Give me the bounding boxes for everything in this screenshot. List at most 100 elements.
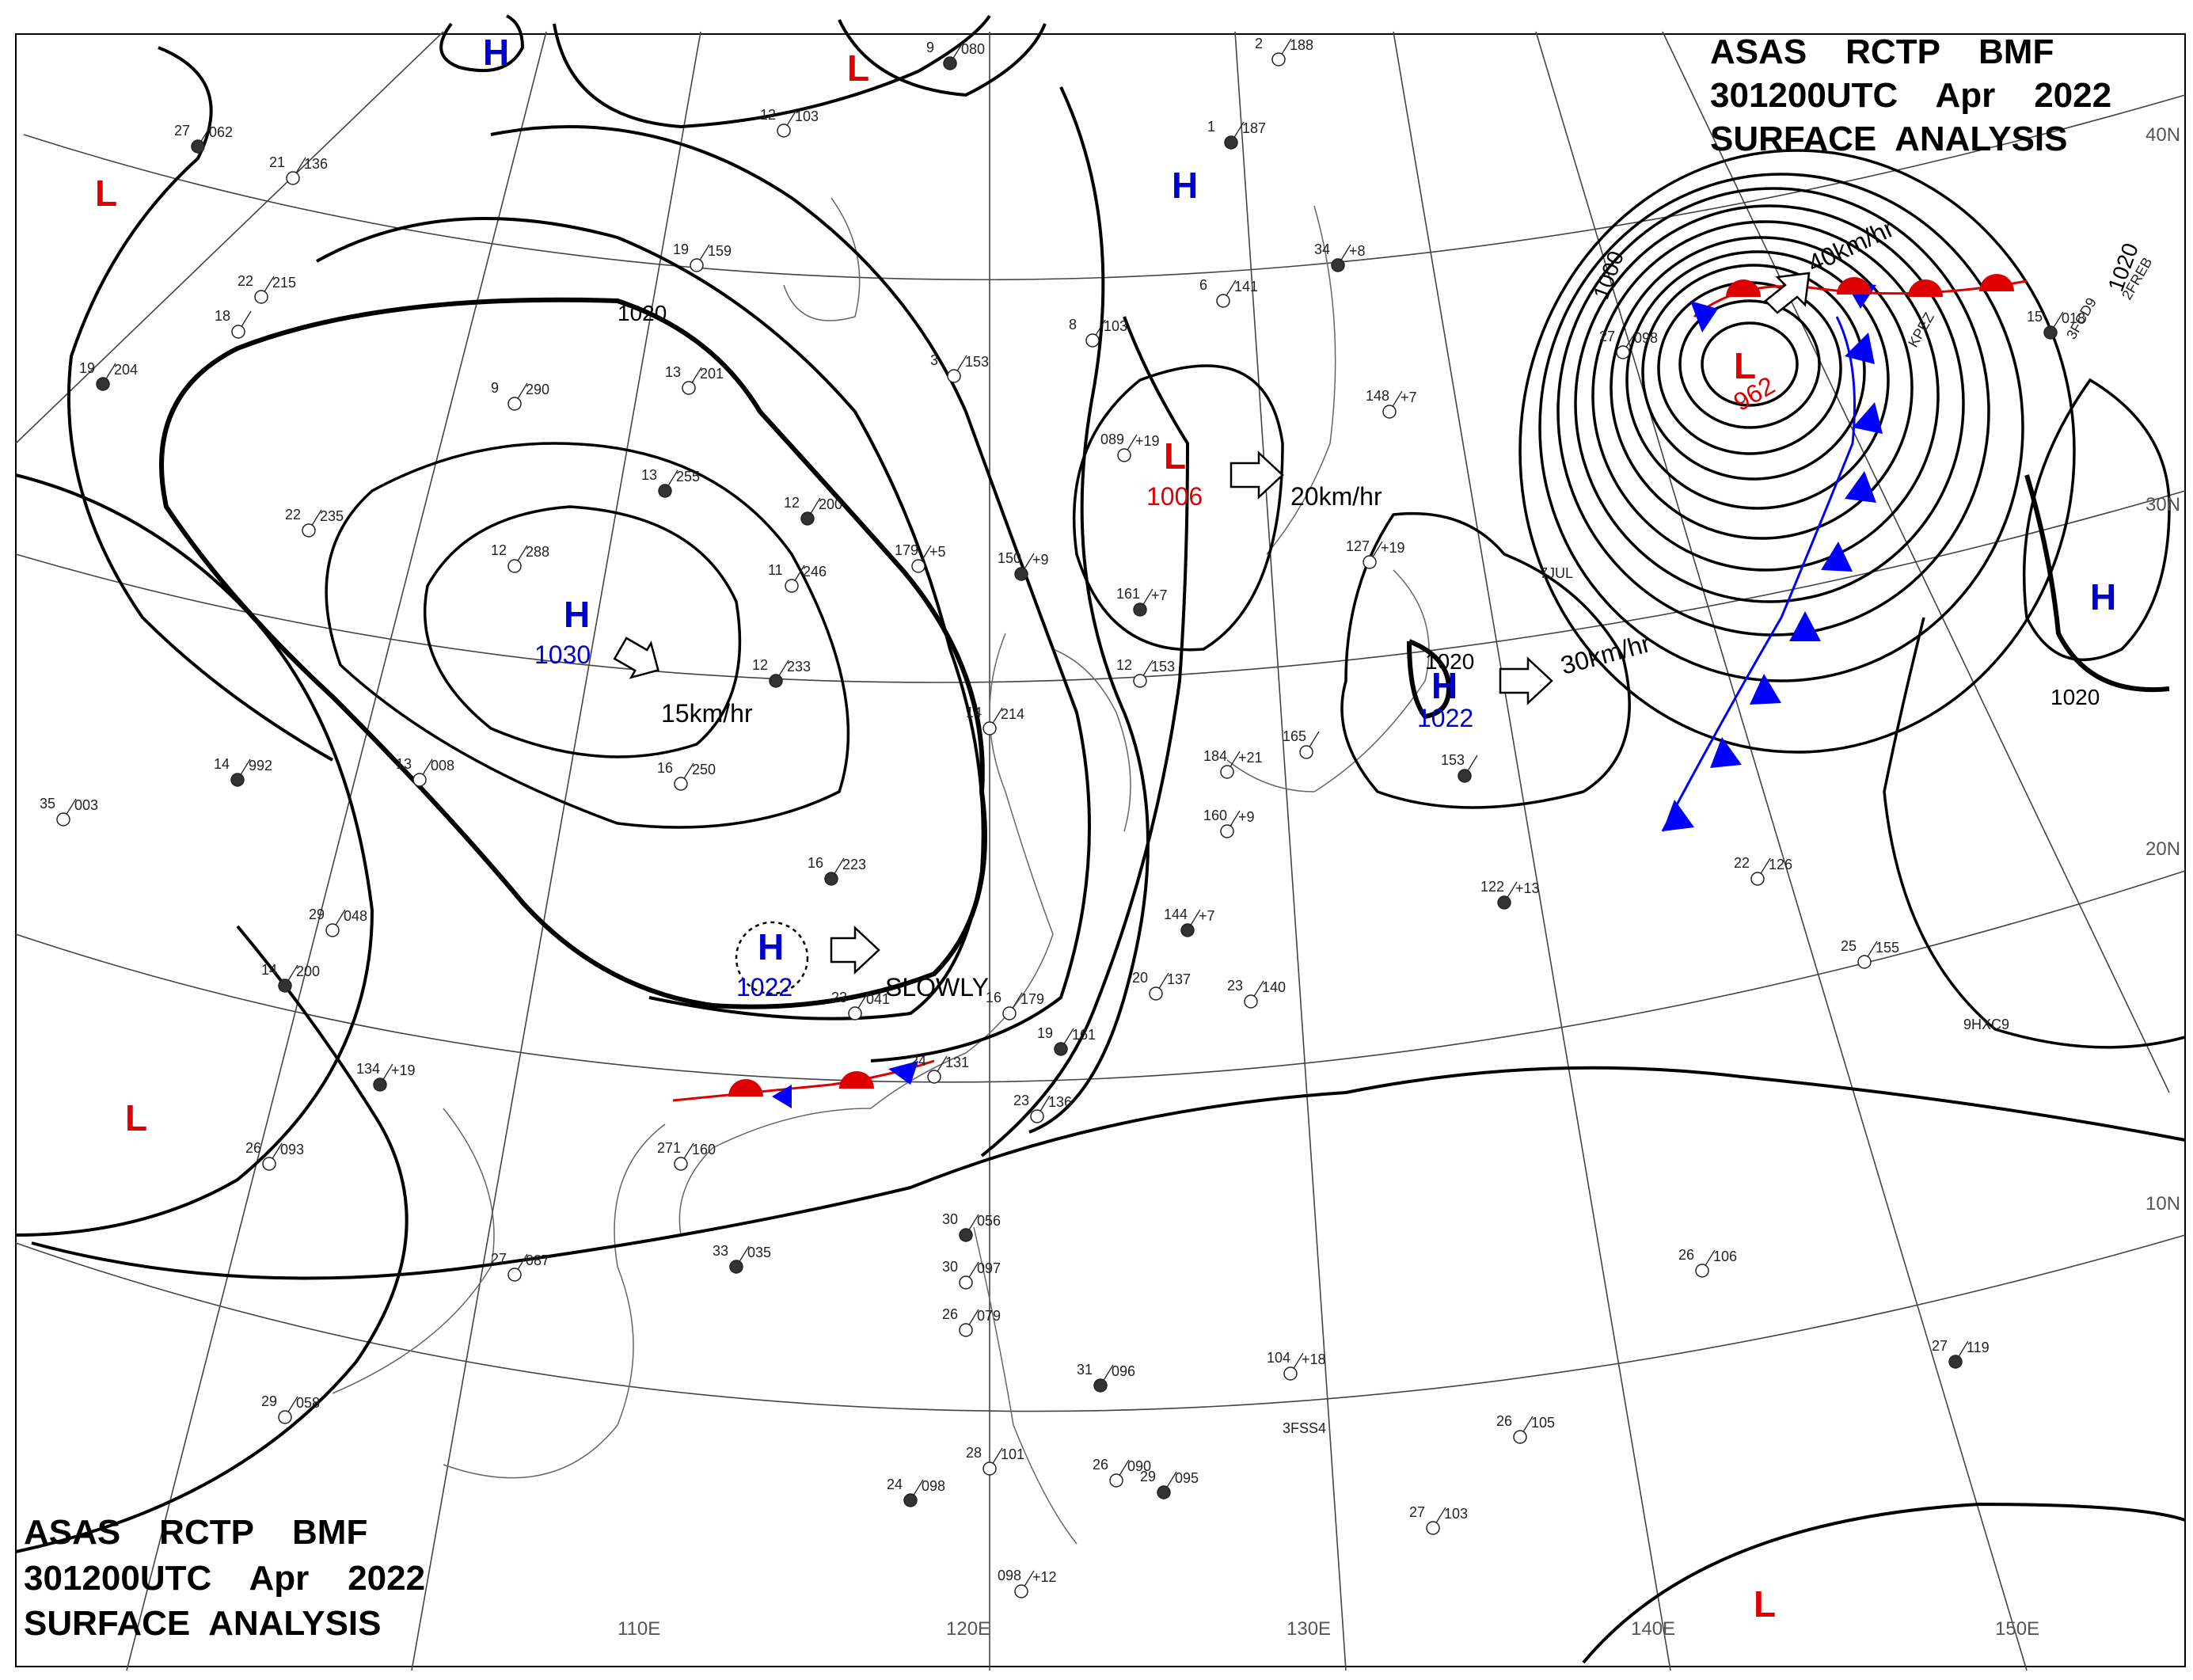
station-plot: 25 155: [1841, 938, 1899, 969]
station-circle: [943, 56, 957, 70]
station-circle: [1133, 602, 1147, 617]
low-center-symbol: L: [1754, 1583, 1776, 1625]
station-plot: 144 +7: [1164, 907, 1215, 937]
station-value: 008: [431, 758, 454, 773]
high-center-symbol: H: [758, 926, 784, 967]
station-value: 235: [320, 508, 344, 524]
station-circle: [824, 872, 838, 886]
station-value: 106: [1713, 1249, 1737, 1264]
station-label: 22: [285, 507, 301, 523]
station-circle: [848, 1006, 862, 1021]
station-label: 16: [657, 760, 673, 776]
station-circle: [1133, 674, 1147, 688]
station-plot: 8 103: [1069, 317, 1127, 348]
isobars-high-centers: [325, 364, 2186, 1049]
station-circle: [1299, 745, 1313, 759]
station-label: 27: [491, 1251, 507, 1267]
station-value: 153: [965, 354, 989, 370]
station-plot: 122 +13: [1480, 879, 1540, 910]
station-circle: [373, 1078, 387, 1092]
station-plot: 14 214: [966, 705, 1024, 735]
station-label: 19: [673, 241, 689, 257]
station-label: 26: [1093, 1457, 1108, 1473]
station-label: 29: [261, 1393, 277, 1409]
station-circle: [903, 1493, 918, 1507]
station-value: 137: [1167, 971, 1191, 987]
station-circle: [674, 777, 688, 791]
station-value: 188: [1290, 37, 1313, 53]
station-circle: [959, 1228, 973, 1242]
station-label: 28: [966, 1445, 982, 1461]
station-label: 14: [966, 705, 982, 720]
station-circle: [911, 559, 925, 573]
station-label: 22: [1734, 855, 1750, 871]
station-value: 062: [209, 124, 233, 140]
station-circle: [1157, 1485, 1171, 1499]
station-plot: 148 +7: [1366, 388, 1417, 419]
station-label: 25: [1841, 938, 1857, 954]
station-value: 105: [1531, 1415, 1555, 1431]
station-plot: 12 103: [760, 107, 819, 138]
station-circle: [1085, 333, 1100, 348]
station-value: 214: [1001, 706, 1024, 722]
lat-label-10n: 10N: [2145, 1193, 2180, 1214]
station-value: 246: [803, 564, 827, 580]
station-plot: 23 136: [1013, 1093, 1072, 1123]
ship-id: 9HXC9: [1963, 1017, 2009, 1032]
station-plot: 12 200: [784, 495, 842, 526]
isobar-label: 1020: [1425, 649, 1474, 674]
station-value: 160: [692, 1142, 716, 1157]
station-circle: [96, 377, 110, 391]
station-circle: [1363, 555, 1377, 569]
high-center-value: 1022: [736, 973, 792, 1002]
station-plot: 27 098: [1599, 329, 1658, 359]
station-label: 127: [1346, 538, 1370, 554]
lon-label-140e: 140E: [1631, 1618, 1675, 1640]
station-plot: 19 159: [673, 241, 732, 272]
station-label: 34: [1314, 241, 1330, 257]
station-value: 103: [1104, 318, 1127, 334]
station-value: 098: [922, 1478, 945, 1494]
station-plot: 29 095: [1140, 1469, 1199, 1499]
station-circle: [1216, 294, 1230, 308]
station-label: 15: [2027, 309, 2043, 325]
high-center-symbol: H: [1431, 665, 1458, 706]
station-value: 255: [676, 469, 700, 485]
station-value: 204: [114, 362, 138, 378]
header-bottom-line3: SURFACE ANALYSIS: [24, 1604, 382, 1643]
station-circle: [56, 812, 70, 827]
lat-label-20n: 20N: [2145, 838, 2180, 860]
station-circle: [1857, 955, 1872, 969]
station-value: +7: [1199, 908, 1215, 924]
fronts: [672, 274, 2028, 1108]
station-circle: [927, 1070, 941, 1084]
station-value: 035: [747, 1245, 771, 1260]
station-circle: [959, 1275, 973, 1290]
station-label: 22: [238, 273, 253, 289]
station-plot: 13 008: [396, 756, 454, 787]
station-plot: 13 255: [641, 467, 700, 498]
station-plot: 160 +9: [1203, 808, 1255, 838]
station-value: 131: [945, 1055, 969, 1070]
station-plot: 089 +19: [1100, 431, 1160, 462]
station-label: 23: [1013, 1093, 1029, 1108]
low-center-symbol: L: [125, 1097, 147, 1138]
station-circle: [1497, 895, 1511, 910]
station-plot: 22 215: [238, 273, 296, 304]
station-value: 018: [2062, 310, 2085, 326]
station-label: 12: [784, 495, 800, 511]
station-value: 003: [74, 797, 98, 813]
station-plot: 35 003: [40, 796, 98, 827]
station-plot: 179 +5: [895, 542, 946, 573]
station-label: 104: [1267, 1350, 1290, 1366]
station-value: +7: [1151, 587, 1168, 603]
station-circle: [1382, 405, 1397, 419]
station-value: 058: [296, 1395, 320, 1411]
high-center-value: 1022: [1417, 704, 1473, 732]
station-label: 26: [1496, 1413, 1512, 1429]
station-circle: [286, 171, 300, 185]
station-circle: [1180, 923, 1195, 937]
station-plot: 26 090: [1093, 1457, 1151, 1488]
station-label: 24: [910, 1053, 926, 1069]
